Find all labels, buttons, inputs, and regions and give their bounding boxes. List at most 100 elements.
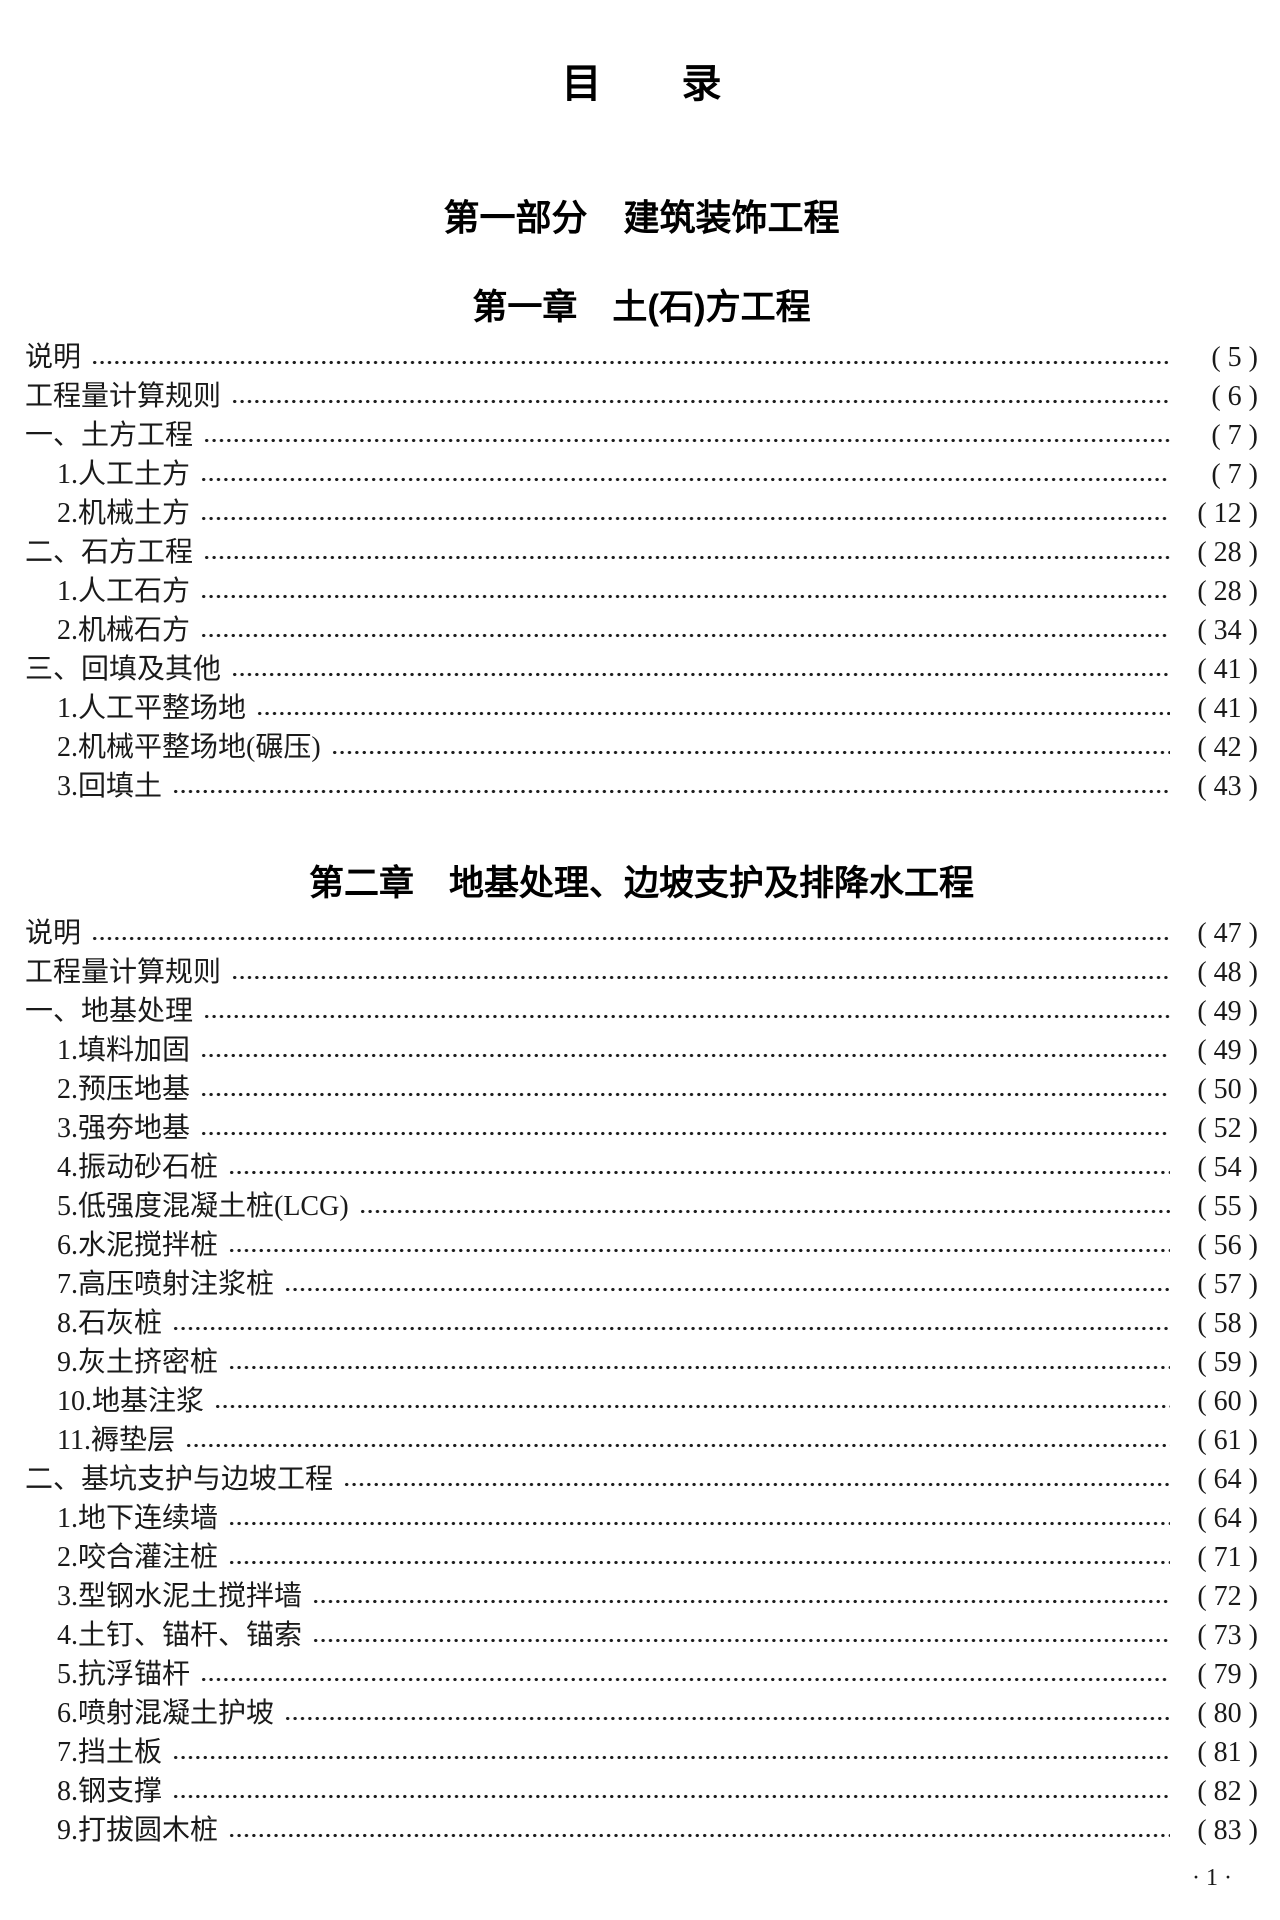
- toc-entry-page: ( 73 ): [1197, 1620, 1258, 1651]
- dot-leader: [343, 1460, 1170, 1499]
- dot-leader: [203, 992, 1170, 1031]
- toc-entry[interactable]: 1.人工平整场地 ( 41 ): [25, 689, 1258, 728]
- dot-leader: [91, 338, 1170, 377]
- toc-entry[interactable]: 三、回填及其他 ( 41 ): [25, 650, 1258, 689]
- toc-entry-label: 4.振动砂石桩: [57, 1152, 219, 1183]
- dot-leader: [200, 455, 1170, 494]
- toc-entry[interactable]: 8.钢支撑 ( 82 ): [25, 1772, 1258, 1811]
- toc-entry[interactable]: 一、地基处理 ( 49 ): [25, 992, 1258, 1031]
- toc-entry-page: ( 79 ): [1197, 1659, 1258, 1690]
- toc-entry[interactable]: 11.褥垫层 ( 61 ): [25, 1421, 1258, 1460]
- dot-leader: [312, 1577, 1170, 1616]
- toc-entry[interactable]: 9.打拔圆木桩 ( 83 ): [25, 1811, 1258, 1850]
- toc-entry-label: 一、地基处理: [25, 996, 194, 1027]
- toc-entry-label: 9.灰土挤密桩: [57, 1347, 219, 1378]
- toc-entry[interactable]: 7.挡土板 ( 81 ): [25, 1733, 1258, 1772]
- toc-entry-page: ( 83 ): [1197, 1815, 1258, 1846]
- dot-leader: [172, 767, 1170, 806]
- toc-entry-page: ( 41 ): [1197, 654, 1258, 685]
- toc-entry[interactable]: 说明 ( 47 ): [25, 914, 1258, 953]
- toc-entry[interactable]: 2.机械平整场地(碾压) ( 42 ): [25, 728, 1258, 767]
- chapter-2-toc-list: 说明 ( 47 ) 工程量计算规则 ( 48 ) 一、地基处理 ( 49 ) 1.填料加固 (…: [25, 914, 1258, 1850]
- toc-entry-label: 3.型钢水泥土搅拌墙: [57, 1581, 303, 1612]
- toc-entry[interactable]: 5.低强度混凝土桩(LCG) ( 55 ): [25, 1187, 1258, 1226]
- toc-entry-page: ( 5 ): [1211, 342, 1258, 373]
- toc-entry-label: 1.填料加固: [57, 1035, 191, 1066]
- toc-entry[interactable]: 一、土方工程 ( 7 ): [25, 416, 1258, 455]
- toc-entry-page: ( 72 ): [1197, 1581, 1258, 1612]
- dot-leader: [312, 1616, 1170, 1655]
- toc-entry[interactable]: 4.土钉、锚杆、锚索 ( 73 ): [25, 1616, 1258, 1655]
- toc-entry-page: ( 6 ): [1211, 381, 1258, 412]
- dot-leader: [228, 1343, 1170, 1382]
- toc-entry-label: 8.石灰桩: [57, 1308, 163, 1339]
- toc-entry-page: ( 28 ): [1197, 537, 1258, 568]
- toc-entry-label: 2.机械石方: [57, 615, 191, 646]
- toc-entry[interactable]: 3.回填土 ( 43 ): [25, 767, 1258, 806]
- toc-entry-page: ( 80 ): [1197, 1698, 1258, 1729]
- toc-entry[interactable]: 说明 ( 5 ): [25, 338, 1258, 377]
- toc-entry-page: ( 57 ): [1197, 1269, 1258, 1300]
- toc-entry[interactable]: 7.高压喷射注浆桩 ( 57 ): [25, 1265, 1258, 1304]
- toc-entry-label: 11.褥垫层: [57, 1425, 175, 1456]
- toc-entry[interactable]: 1.人工土方 ( 7 ): [25, 455, 1258, 494]
- dot-leader: [200, 1031, 1170, 1070]
- dot-leader: [256, 689, 1170, 728]
- dot-leader: [231, 953, 1170, 992]
- toc-entry-label: 二、石方工程: [25, 537, 194, 568]
- dot-leader: [214, 1382, 1170, 1421]
- toc-entry-label: 工程量计算规则: [25, 381, 222, 412]
- dot-leader: [231, 377, 1170, 416]
- toc-entry-label: 说明: [25, 918, 82, 949]
- dot-leader: [200, 611, 1170, 650]
- toc-entry-page: ( 28 ): [1197, 576, 1258, 607]
- dot-leader: [231, 650, 1170, 689]
- toc-entry[interactable]: 1.人工石方 ( 28 ): [25, 572, 1258, 611]
- toc-entry[interactable]: 二、石方工程 ( 28 ): [25, 533, 1258, 572]
- toc-entry[interactable]: 6.水泥搅拌桩 ( 56 ): [25, 1226, 1258, 1265]
- toc-entry[interactable]: 工程量计算规则 ( 48 ): [25, 953, 1258, 992]
- chapter-section-2: 第二章 地基处理、边坡支护及排降水工程 说明 ( 47 ) 工程量计算规则 ( 48 …: [25, 864, 1258, 1850]
- toc-entry-page: ( 47 ): [1197, 918, 1258, 949]
- dot-leader: [284, 1265, 1170, 1304]
- toc-entry[interactable]: 3.强夯地基 ( 52 ): [25, 1109, 1258, 1148]
- toc-entry[interactable]: 1.填料加固 ( 49 ): [25, 1031, 1258, 1070]
- toc-entry[interactable]: 3.型钢水泥土搅拌墙 ( 72 ): [25, 1577, 1258, 1616]
- toc-entry-label: 10.地基注浆: [57, 1386, 205, 1417]
- toc-entry-page: ( 41 ): [1197, 693, 1258, 724]
- toc-entry-page: ( 64 ): [1197, 1464, 1258, 1495]
- toc-entry-label: 6.喷射混凝土护坡: [57, 1698, 275, 1729]
- toc-entry[interactable]: 二、基坑支护与边坡工程 ( 64 ): [25, 1460, 1258, 1499]
- toc-entry[interactable]: 5.抗浮锚杆 ( 79 ): [25, 1655, 1258, 1694]
- toc-entry[interactable]: 4.振动砂石桩 ( 54 ): [25, 1148, 1258, 1187]
- toc-entry[interactable]: 2.机械石方 ( 34 ): [25, 611, 1258, 650]
- toc-entry-label: 二、基坑支护与边坡工程: [25, 1464, 334, 1495]
- dot-leader: [184, 1421, 1170, 1460]
- toc-entry[interactable]: 2.咬合灌注桩 ( 71 ): [25, 1538, 1258, 1577]
- dot-leader: [200, 572, 1170, 611]
- toc-entry-label: 2.咬合灌注桩: [57, 1542, 219, 1573]
- toc-entry-page: ( 7 ): [1211, 459, 1258, 490]
- toc-entry[interactable]: 8.石灰桩 ( 58 ): [25, 1304, 1258, 1343]
- toc-entry-page: ( 7 ): [1211, 420, 1258, 451]
- toc-entry[interactable]: 6.喷射混凝土护坡 ( 80 ): [25, 1694, 1258, 1733]
- toc-entry-label: 3.回填土: [57, 771, 163, 802]
- toc-entry-label: 1.人工石方: [57, 576, 191, 607]
- toc-entry-label: 6.水泥搅拌桩: [57, 1230, 219, 1261]
- toc-entry[interactable]: 2.预压地基 ( 50 ): [25, 1070, 1258, 1109]
- dot-leader: [172, 1304, 1170, 1343]
- toc-entry[interactable]: 工程量计算规则 ( 6 ): [25, 377, 1258, 416]
- toc-entry-label: 三、回填及其他: [25, 654, 222, 685]
- dot-leader: [203, 533, 1170, 572]
- toc-entry[interactable]: 9.灰土挤密桩 ( 59 ): [25, 1343, 1258, 1382]
- dot-leader: [200, 494, 1170, 533]
- toc-entry-page: ( 48 ): [1197, 957, 1258, 988]
- toc-entry-label: 2.预压地基: [57, 1074, 191, 1105]
- toc-entry[interactable]: 1.地下连续墙 ( 64 ): [25, 1499, 1258, 1538]
- toc-entry-label: 1.人工土方: [57, 459, 191, 490]
- chapter-section-1: 第一章 土(石)方工程 说明 ( 5 ) 工程量计算规则 ( 6 ) 一、土方工程 ( 7…: [25, 288, 1258, 806]
- toc-entry[interactable]: 2.机械土方 ( 12 ): [25, 494, 1258, 533]
- toc-entry-page: ( 60 ): [1197, 1386, 1258, 1417]
- toc-entry[interactable]: 10.地基注浆 ( 60 ): [25, 1382, 1258, 1421]
- page-footer: · 1 ·: [1192, 1865, 1232, 1891]
